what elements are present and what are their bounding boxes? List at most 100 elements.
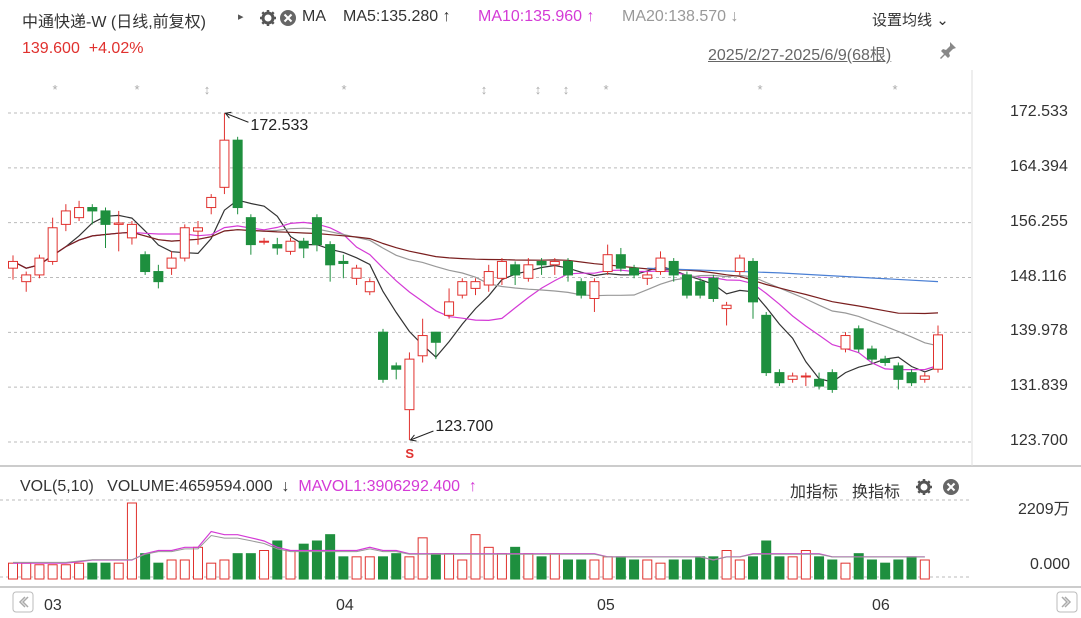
date-range[interactable]: 2025/2/27-2025/6/9(68根) bbox=[708, 47, 892, 64]
x-label-05: 05 bbox=[597, 597, 615, 614]
ma20-value: MA20:138.570 ↓ bbox=[622, 8, 739, 25]
volume-bar bbox=[113, 562, 124, 580]
ma60-line bbox=[12, 229, 939, 315]
candle bbox=[430, 331, 441, 360]
volume-bar bbox=[351, 556, 362, 580]
volume-bar bbox=[140, 553, 151, 580]
candle bbox=[74, 200, 85, 222]
event-marker: * bbox=[134, 82, 139, 97]
ma10-line bbox=[12, 221, 939, 371]
volume-bar bbox=[259, 550, 270, 580]
volume-bar bbox=[748, 556, 758, 580]
candle bbox=[113, 210, 124, 252]
volume-bar bbox=[338, 556, 349, 580]
event-marker: ↕ bbox=[535, 82, 542, 97]
volume-bar bbox=[787, 556, 798, 580]
volume-bar bbox=[404, 556, 415, 580]
candle bbox=[629, 264, 640, 279]
candle bbox=[602, 244, 613, 275]
candle bbox=[840, 332, 851, 353]
volume-bar bbox=[34, 564, 45, 580]
ma5-line bbox=[12, 199, 939, 383]
volume-bar bbox=[536, 556, 547, 580]
close-icon[interactable] bbox=[279, 9, 297, 27]
candle bbox=[470, 278, 481, 296]
candle bbox=[483, 264, 494, 292]
volume-header: VOL(5,10) VOLUME:4659594.000 ↓ MAVOL1:39… bbox=[20, 478, 477, 496]
candle bbox=[325, 241, 336, 282]
chevron-left-icon[interactable] bbox=[12, 591, 34, 613]
event-marker: ↕ bbox=[481, 82, 488, 97]
y-tick-label: 123.700 bbox=[1010, 432, 1068, 449]
candle bbox=[919, 372, 930, 383]
volume-bar bbox=[285, 550, 296, 580]
vol-label: VOL(5,10) bbox=[20, 478, 94, 495]
expand-icon[interactable]: ▸ bbox=[238, 11, 244, 23]
volume-bar bbox=[853, 553, 864, 580]
mavol1-value: MAVOL1:3906292.400 bbox=[298, 478, 460, 495]
candle bbox=[787, 372, 798, 383]
event-marker: * bbox=[757, 82, 762, 97]
volume-bar bbox=[179, 559, 190, 580]
volume-bar bbox=[734, 559, 745, 580]
volume-bar bbox=[761, 540, 772, 580]
candle bbox=[695, 278, 706, 299]
candle bbox=[364, 278, 375, 296]
volume-bar bbox=[549, 553, 560, 580]
gear-icon[interactable] bbox=[258, 8, 278, 28]
candle bbox=[21, 271, 32, 292]
volume-bar bbox=[193, 546, 203, 580]
candle bbox=[87, 204, 98, 225]
volume-bar bbox=[364, 556, 375, 580]
y-tick-label: 172.533 bbox=[1010, 103, 1068, 120]
volume-bar bbox=[629, 559, 640, 580]
candle bbox=[338, 254, 349, 279]
stock-title: 中通快递-W bbox=[22, 14, 107, 31]
volume-bar bbox=[325, 534, 336, 580]
candle bbox=[774, 369, 785, 387]
candle bbox=[272, 237, 283, 255]
y-tick-label: 148.116 bbox=[1010, 267, 1067, 285]
candle bbox=[827, 369, 838, 393]
volume-bar bbox=[615, 556, 626, 580]
volume-bar bbox=[576, 559, 587, 580]
high-pointer bbox=[225, 112, 249, 123]
candle bbox=[206, 194, 217, 215]
y-tick-label: 164.394 bbox=[1010, 157, 1068, 175]
event-marker: * bbox=[603, 82, 608, 97]
candle bbox=[311, 214, 322, 252]
event-marker: ↕ bbox=[204, 82, 211, 97]
switch-indicator-button[interactable]: 换指标 bbox=[852, 484, 901, 501]
candle bbox=[880, 355, 891, 366]
chevron-right-icon[interactable] bbox=[1056, 591, 1078, 613]
volume-bar bbox=[840, 562, 851, 580]
candle bbox=[153, 264, 164, 289]
candle bbox=[668, 258, 679, 282]
y-tick-label: 131.839 bbox=[1010, 377, 1068, 395]
settings-ma-button[interactable]: 设置均线 ⌄ bbox=[872, 12, 949, 29]
candle bbox=[417, 318, 428, 363]
volume-bar bbox=[100, 562, 111, 580]
add-indicator-button[interactable]: 加指标 bbox=[790, 484, 839, 501]
candle bbox=[655, 251, 666, 275]
ma120-line bbox=[647, 267, 939, 283]
volume-bar bbox=[166, 559, 177, 580]
volume-bar bbox=[126, 502, 137, 580]
volume-bar bbox=[721, 550, 732, 580]
volume-bar bbox=[444, 553, 455, 580]
volume-bar bbox=[470, 534, 481, 580]
event-marker: ↕ bbox=[563, 82, 570, 97]
volume-bar bbox=[655, 562, 666, 580]
close-icon[interactable] bbox=[942, 478, 960, 496]
arrow-up-icon: ↑ bbox=[468, 478, 477, 495]
candle bbox=[34, 254, 45, 279]
pin-icon[interactable] bbox=[938, 40, 958, 60]
volume-bar bbox=[21, 562, 32, 580]
price-row: 139.600 +4.02% bbox=[22, 40, 143, 58]
candle bbox=[681, 271, 692, 299]
volume-bar bbox=[8, 562, 18, 580]
gear-icon[interactable] bbox=[914, 477, 934, 497]
volume-bar bbox=[906, 556, 917, 580]
candle bbox=[404, 352, 415, 440]
volume-tick-zero: 0.000 bbox=[1030, 556, 1071, 573]
